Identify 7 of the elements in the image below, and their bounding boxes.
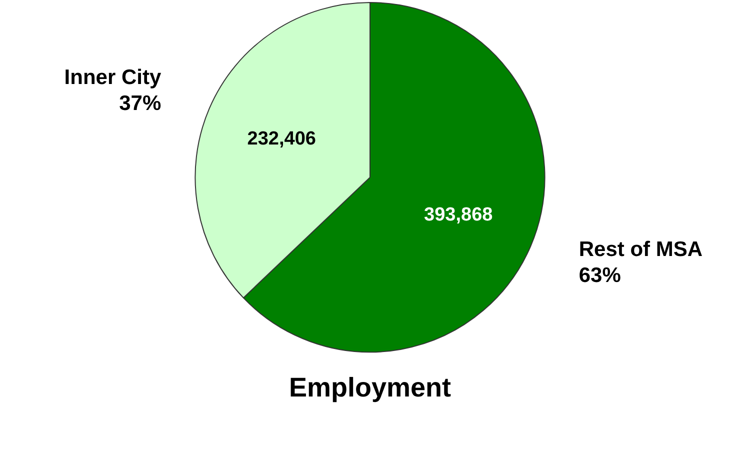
text: 63%: [578, 264, 622, 288]
text: 37%: [119, 92, 162, 116]
data-label: 393,868: [424, 204, 493, 226]
slice-label: Rest of MSA: [578, 238, 703, 262]
data-label: 232,406: [247, 128, 316, 150]
slice-label: Inner City: [64, 66, 162, 90]
text: Employment: [288, 372, 452, 402]
